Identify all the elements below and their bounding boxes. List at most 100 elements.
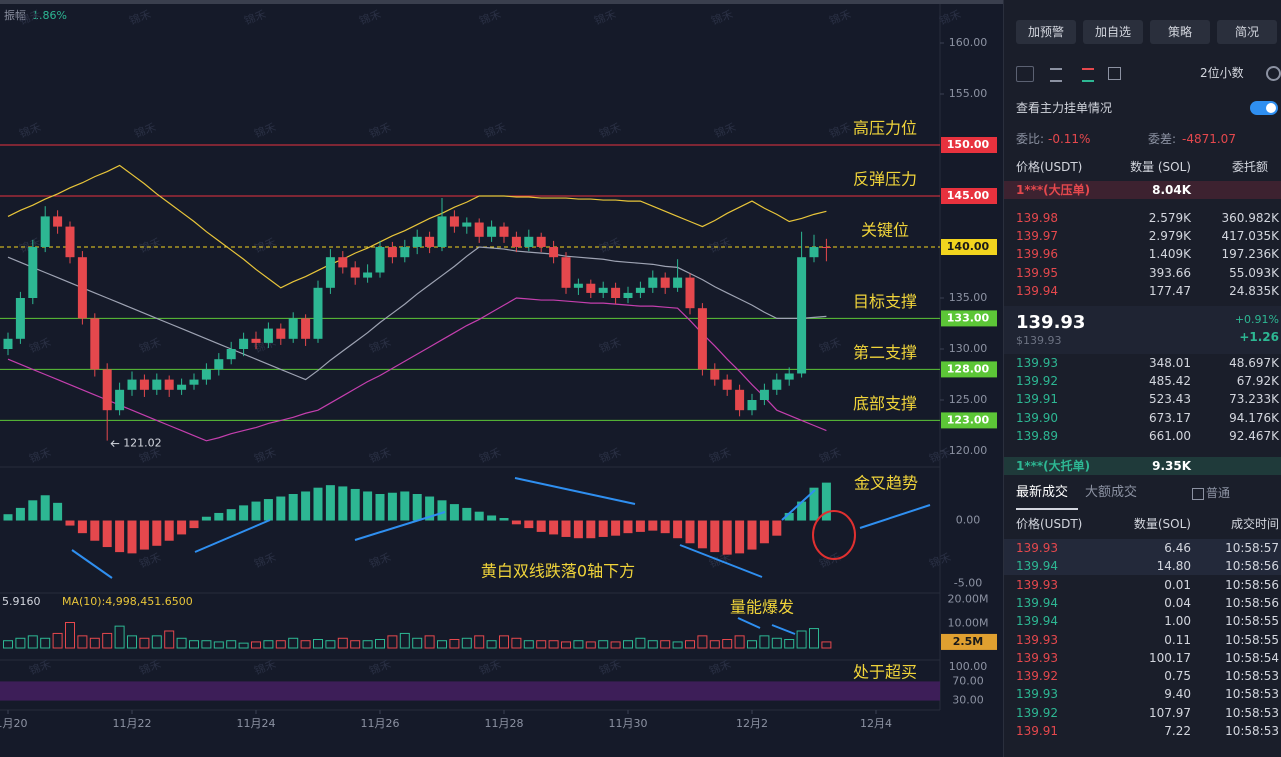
- toggle[interactable]: [1250, 101, 1278, 115]
- volume-bar: [685, 640, 695, 649]
- big-order-label: 1***(大托单): [1016, 459, 1091, 473]
- book-qty: 348.01: [1149, 356, 1191, 370]
- book-header: 价格(USDT): [1016, 160, 1083, 174]
- volume-bar: [151, 635, 162, 649]
- icon[interactable]: [1082, 68, 1094, 82]
- x-tick-label: 12月2: [736, 717, 768, 730]
- highlight-circle: [812, 510, 856, 560]
- checkbox[interactable]: [1192, 488, 1204, 500]
- volume-tick-label: 10.00M: [948, 617, 989, 630]
- macd-bar: [115, 520, 125, 553]
- arrow: [737, 617, 761, 629]
- icon[interactable]: [1016, 66, 1034, 82]
- trade-row: 139.93 100.17 10:58:54: [1004, 649, 1281, 667]
- macd-tick-label: -5.00: [954, 577, 982, 590]
- volume-bar: [52, 632, 63, 649]
- macd-bar: [251, 501, 261, 521]
- candle-body: [499, 226, 509, 237]
- candle-body: [65, 226, 75, 258]
- close[interactable]: [1268, 457, 1278, 473]
- macd-bar: [301, 491, 311, 521]
- volume-bar: [127, 635, 137, 649]
- arrow: [71, 549, 113, 579]
- icon[interactable]: [1050, 68, 1062, 82]
- button[interactable]: 加自选: [1083, 20, 1143, 44]
- macd-bar: [549, 520, 559, 535]
- macd-tick-label: 0.00: [956, 514, 981, 527]
- macd-bar: [325, 485, 335, 521]
- volume-bar: [288, 637, 299, 649]
- macd-bar: [722, 520, 732, 555]
- trade-price: 139.93: [1016, 650, 1058, 665]
- trade-qty: 9.40: [1164, 687, 1191, 702]
- trade-qty: 7.22: [1164, 724, 1191, 738]
- candle-body: [102, 369, 112, 411]
- candle-body: [263, 328, 273, 343]
- annotation: 处于超买: [853, 663, 917, 682]
- book-qty: 673.17: [1149, 410, 1191, 425]
- candle-body: [40, 216, 50, 247]
- settings-icon[interactable]: [1266, 66, 1281, 81]
- book-price: 139.96: [1016, 247, 1058, 262]
- icon[interactable]: [1108, 67, 1121, 80]
- x-tick-label: 11月30: [609, 717, 648, 730]
- macd-bar: [189, 520, 199, 529]
- button[interactable]: 策略: [1150, 20, 1210, 44]
- candle-body: [375, 247, 385, 273]
- level-tag: [941, 310, 997, 327]
- trade-qty: 0.01: [1164, 577, 1191, 592]
- candle-body: [3, 338, 13, 349]
- low-label: 121.02: [123, 437, 162, 450]
- candle-body: [177, 384, 187, 390]
- annotation: 金叉趋势: [854, 474, 918, 493]
- x-tick-label: 11月20: [0, 717, 28, 730]
- volume-bar: [486, 640, 497, 649]
- candle-body: [586, 283, 596, 293]
- trade-price: 139.93: [1016, 541, 1058, 555]
- trade-row: 139.92 0.75 10:58:53: [1004, 667, 1281, 685]
- book-total: 197.236K: [1221, 247, 1280, 262]
- book-qty: 177.47: [1149, 283, 1191, 298]
- volume-bar: [362, 640, 373, 649]
- volume-bar: [412, 637, 423, 649]
- button[interactable]: 加预警: [1016, 20, 1076, 44]
- trade-qty: 0.04: [1164, 595, 1191, 610]
- y-tick-label: 160.00: [949, 36, 988, 49]
- change-pct: +0.91%: [1234, 313, 1279, 326]
- trade-time: 10:58:56: [1225, 595, 1279, 610]
- macd-bar: [226, 509, 236, 521]
- trade-price: 139.94: [1016, 559, 1058, 574]
- candle-body: [536, 236, 546, 247]
- candle-body: [90, 318, 100, 370]
- close[interactable]: [1268, 181, 1278, 197]
- level-tag-label: 123.00: [947, 413, 990, 426]
- book-total: 417.035K: [1221, 229, 1280, 244]
- volume-bar: [747, 640, 757, 649]
- volume-bar: [635, 637, 646, 649]
- trade-qty: 0.75: [1164, 669, 1191, 684]
- macd-bar: [102, 520, 112, 548]
- macd-bar: [387, 492, 397, 521]
- tab-underline: [1016, 508, 1078, 510]
- tab: 最新成交: [1016, 485, 1069, 500]
- volume-bar: [65, 622, 75, 649]
- volume-bar: [337, 637, 348, 649]
- macd-bar: [673, 520, 683, 539]
- level-name: 关键位: [861, 221, 909, 240]
- macd-bar: [77, 520, 87, 534]
- trade-time: 10:58:53: [1225, 724, 1279, 738]
- level-tag: [941, 137, 997, 153]
- tab[interactable]: 大额成交: [1085, 485, 1138, 500]
- band-line: [7, 164, 827, 289]
- level-name: 底部支撑: [853, 394, 917, 413]
- y-tick-label: 135.00: [949, 291, 988, 304]
- macd-bar: [53, 502, 63, 521]
- volume-bar: [809, 628, 819, 649]
- big-order-row: 1***(大压单) 8.04K: [1004, 181, 1281, 199]
- candle-body: [821, 247, 831, 248]
- book-row: 139.97 2.979K 417.035K: [1004, 227, 1281, 245]
- button[interactable]: 简况: [1217, 20, 1277, 44]
- trade-qty: 107.97: [1149, 705, 1191, 720]
- trade-price: 139.92: [1016, 705, 1058, 720]
